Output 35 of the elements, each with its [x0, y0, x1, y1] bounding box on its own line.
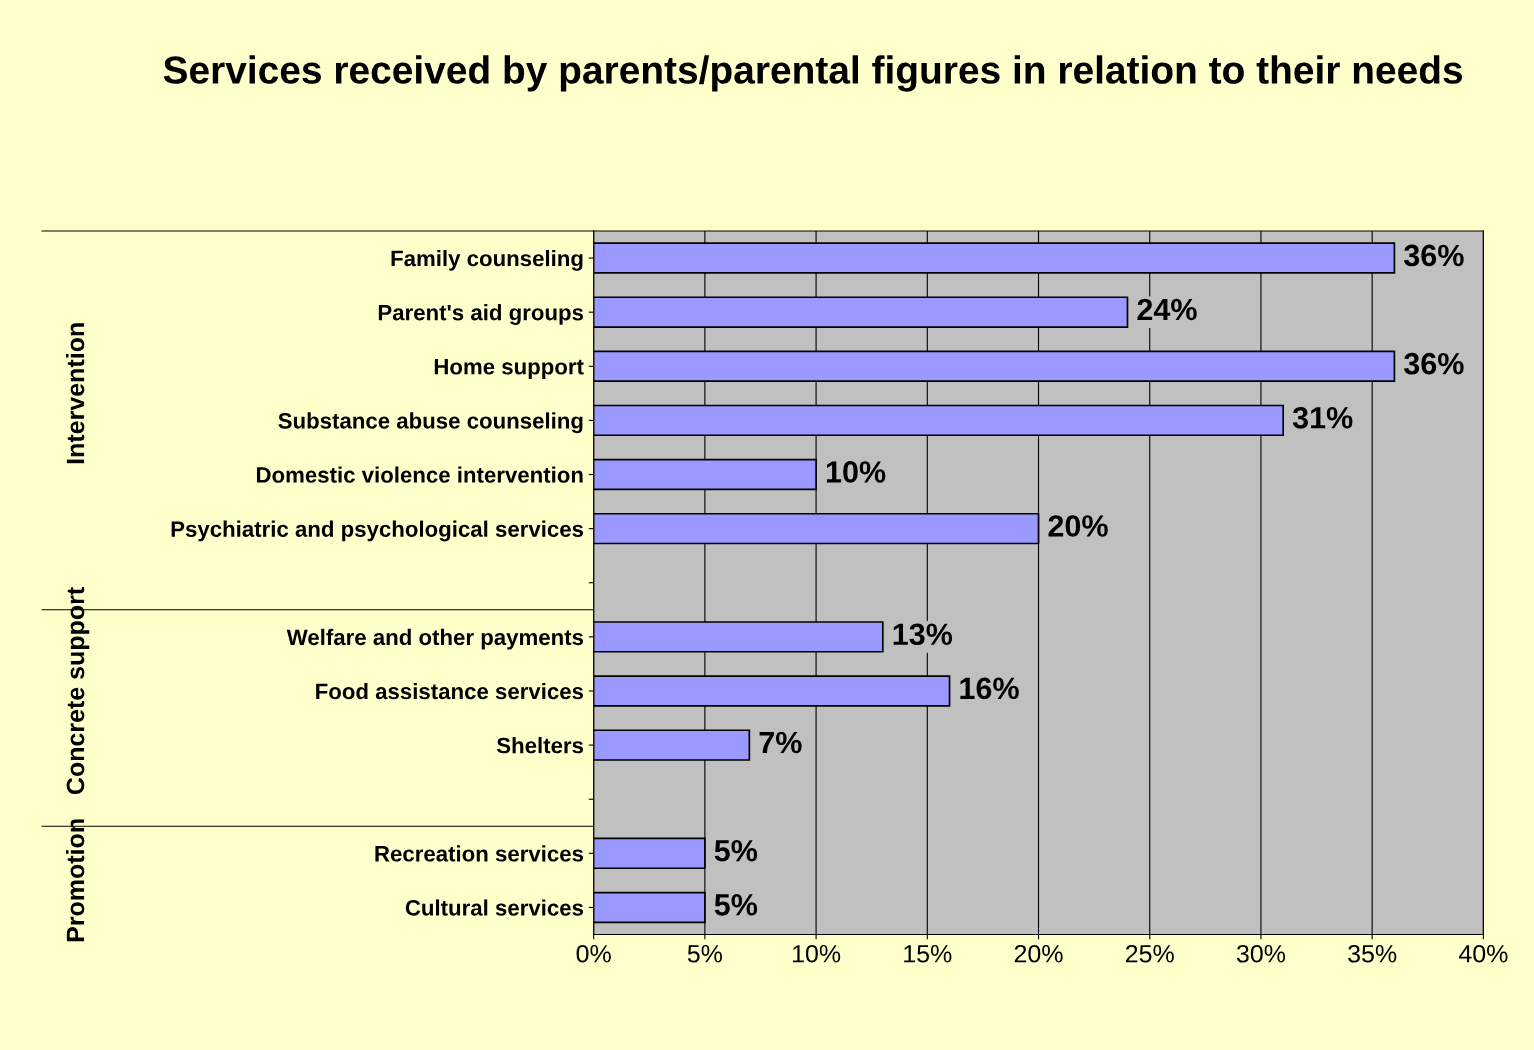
- x-tick-label: 25%: [1125, 944, 1174, 963]
- data-label: 20%: [1048, 515, 1108, 537]
- y-tick-label: Domestic violence intervention: [256, 466, 583, 483]
- x-tick-label: 15%: [904, 944, 952, 963]
- data-label: 5%: [714, 839, 758, 862]
- y-tick-label: Psychiatric and psychological services: [171, 520, 584, 542]
- y-tick-label: Family counseling: [391, 250, 583, 271]
- data-label: 24%: [1137, 298, 1197, 321]
- data-label: 36%: [1404, 244, 1464, 267]
- text: Intervention: [65, 323, 85, 464]
- y-tick-label: Recreation services: [375, 845, 584, 862]
- x-tick-label: 30%: [1236, 944, 1286, 963]
- data-label: 16%: [960, 677, 1019, 700]
- y-tick-label: Home support: [434, 359, 584, 379]
- y-tick-label: Food assistance services: [316, 682, 584, 700]
- data-label: 10%: [826, 461, 886, 483]
- data-label: 36%: [1404, 352, 1464, 375]
- x-tick-label: 40%: [1458, 944, 1508, 963]
- y-tick-label: Substance abuse counseling: [278, 412, 583, 434]
- data-label: 7%: [759, 731, 802, 754]
- data-label: 13%: [893, 623, 953, 646]
- text: Promotion: [65, 819, 85, 942]
- y-tick-label: Parent's aid groups: [378, 304, 584, 325]
- data-label: 31%: [1292, 406, 1353, 429]
- y-tick-label: Shelters: [496, 737, 584, 754]
- x-tick-label: 0%: [576, 944, 611, 963]
- x-tick-label: 5%: [687, 944, 723, 963]
- text: Concrete support: [66, 587, 90, 795]
- x-tick-label: 35%: [1348, 944, 1397, 963]
- y-tick-label: Cultural services: [405, 899, 584, 916]
- y-tick-label: Welfare and other payments: [286, 628, 584, 650]
- x-tick-label: 10%: [792, 944, 841, 963]
- chart-title: Services received by parents/parental figures in relation to their needs: [163, 55, 1463, 92]
- x-tick-label: 20%: [1014, 944, 1063, 963]
- data-label: 5%: [714, 894, 758, 916]
